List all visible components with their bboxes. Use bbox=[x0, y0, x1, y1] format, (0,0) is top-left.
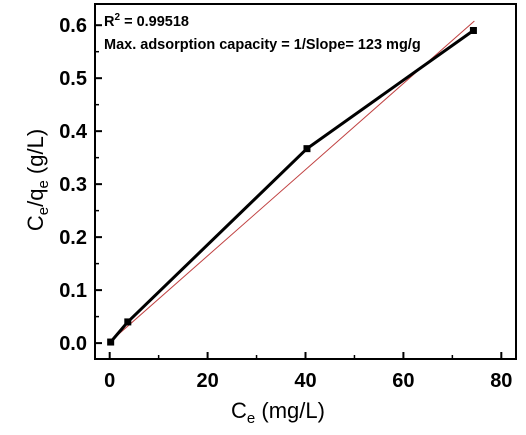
y-tick-label: 0.6 bbox=[59, 15, 87, 37]
x-tick-label: 20 bbox=[196, 370, 218, 392]
y-tick-label: 0.5 bbox=[59, 68, 87, 90]
y-tick-label: 0.3 bbox=[59, 174, 87, 196]
y-tick-label: 0.4 bbox=[59, 121, 88, 143]
y-axis-title: Ce/qe (g/L) bbox=[23, 129, 52, 231]
series-layer bbox=[107, 20, 477, 346]
x-axis-title: Ce (mg/L) bbox=[231, 398, 325, 427]
capacity-annotation: Max. adsorption capacity = 1/Slope= 123 … bbox=[104, 37, 421, 53]
r-squared-annotation: R2 = 0.99518 bbox=[104, 12, 189, 30]
y-tick-label: 0.0 bbox=[59, 333, 87, 355]
y-tick-label: 0.1 bbox=[59, 280, 87, 302]
data-point-marker bbox=[107, 338, 115, 346]
x-tick-label: 0 bbox=[104, 370, 115, 392]
data-point-marker bbox=[124, 318, 132, 326]
data-point-marker bbox=[469, 26, 477, 34]
x-tick-label: 80 bbox=[490, 370, 512, 392]
x-tick-label: 40 bbox=[294, 370, 316, 392]
x-tick-label: 60 bbox=[392, 370, 414, 392]
x-axis: 0 20 40 60 80 bbox=[104, 352, 512, 392]
plot-frame bbox=[94, 3, 517, 360]
y-axis: 0.0 0.1 0.2 0.3 0.4 0.5 0.6 bbox=[59, 15, 102, 355]
data-series-line bbox=[109, 29, 475, 343]
data-point-marker bbox=[303, 145, 311, 153]
y-tick-label: 0.2 bbox=[59, 227, 87, 249]
